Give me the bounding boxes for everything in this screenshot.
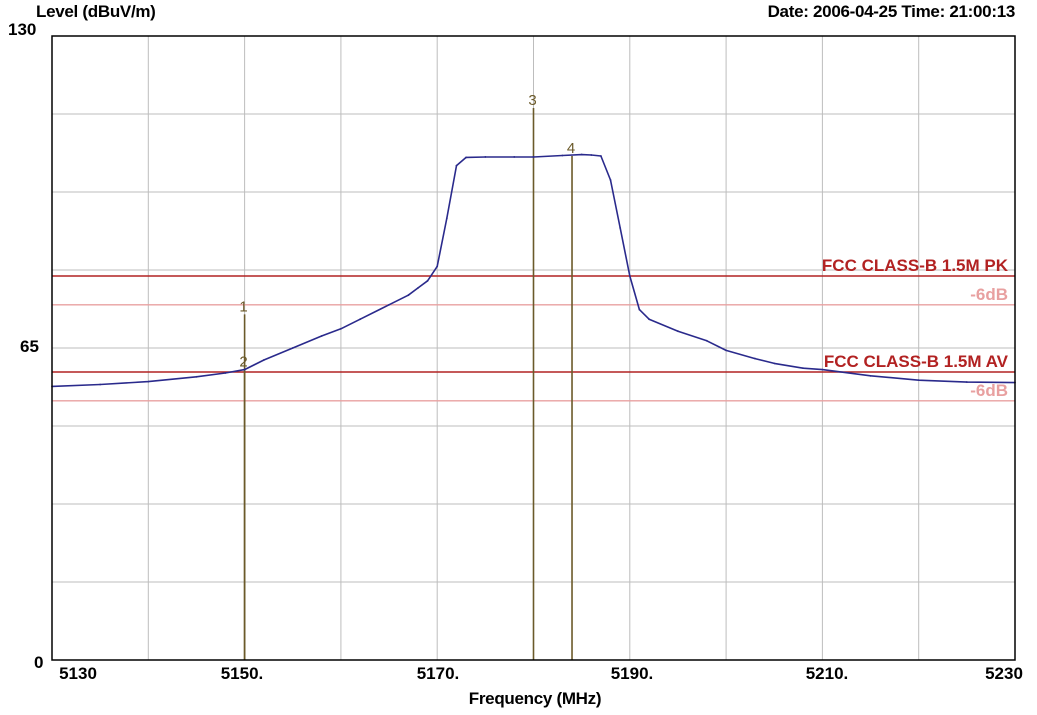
trace-point — [705, 339, 708, 342]
limit-line-label: -6dB — [970, 285, 1008, 304]
trace-point — [821, 368, 824, 371]
trace-point — [224, 372, 227, 374]
trace-point — [359, 318, 362, 321]
x-tick-label-5190: 5190. — [610, 664, 654, 683]
trace-point — [340, 327, 342, 330]
trace-point — [561, 154, 564, 157]
trace-point — [580, 153, 583, 156]
trace-point — [455, 164, 458, 167]
trace-point — [773, 362, 776, 365]
trace-point — [436, 265, 439, 268]
trace-point — [426, 279, 429, 282]
trace-point — [725, 349, 727, 352]
trace-point — [243, 368, 246, 371]
trace-point — [291, 347, 294, 349]
y-tick-label-0: 0 — [34, 653, 44, 672]
trace-point — [638, 308, 641, 311]
x-tick-label-5130: 5130 — [59, 664, 97, 683]
y-tick-label-130: 130 — [8, 20, 37, 39]
trace-point — [407, 294, 410, 297]
trace-point — [388, 303, 390, 306]
y-axis-title: Level (dBuV/m) — [36, 2, 156, 21]
trace-point — [445, 217, 448, 220]
trace-point — [965, 381, 968, 383]
limit-line-label: -6dB — [970, 381, 1008, 400]
x-axis-title: Frequency (MHz) — [468, 689, 602, 708]
x-tick-label-5170: 5170. — [416, 664, 460, 683]
trace-point — [99, 383, 102, 386]
x-tick-label-5150: 5150. — [220, 664, 264, 683]
trace-point — [628, 275, 631, 277]
trace-point — [513, 156, 516, 158]
limit-line-label: FCC CLASS-B 1.5M AV — [824, 352, 1009, 371]
trace-point — [600, 155, 602, 157]
marker-label: 1 — [239, 298, 247, 315]
x-tick-label-5210: 5210. — [805, 664, 849, 683]
trace-point — [147, 380, 150, 383]
y-tick-label-65: 65 — [20, 337, 39, 356]
trace-point — [677, 330, 679, 333]
trace-point — [484, 156, 487, 158]
plot-frame — [51, 35, 1016, 661]
trace-point — [465, 156, 467, 159]
marker-lines: 1 2 3 4 — [239, 92, 575, 660]
trace-point — [802, 367, 805, 370]
x-tick-label-5230: 5230 — [985, 664, 1023, 683]
marker-label: 2 — [239, 354, 247, 371]
trace-point — [648, 318, 650, 321]
trace-point — [869, 374, 872, 377]
marker-label: 4 — [567, 140, 575, 157]
measurement-trace — [51, 153, 1016, 388]
trace-point — [195, 375, 198, 378]
trace-point — [754, 357, 756, 360]
trace-point — [320, 335, 323, 337]
trace-point — [609, 179, 612, 181]
trace-point — [262, 359, 265, 361]
trace-point — [590, 154, 593, 156]
trace-point — [417, 287, 419, 289]
marker-label: 3 — [528, 92, 536, 109]
date-time-stamp: Date: 2006-04-25 Time: 21:00:13 — [767, 2, 1016, 21]
trace-point — [917, 379, 920, 382]
limit-line-label: FCC CLASS-B 1.5M PK — [822, 256, 1009, 275]
trace-point — [619, 227, 622, 229]
trace-point — [532, 156, 535, 158]
